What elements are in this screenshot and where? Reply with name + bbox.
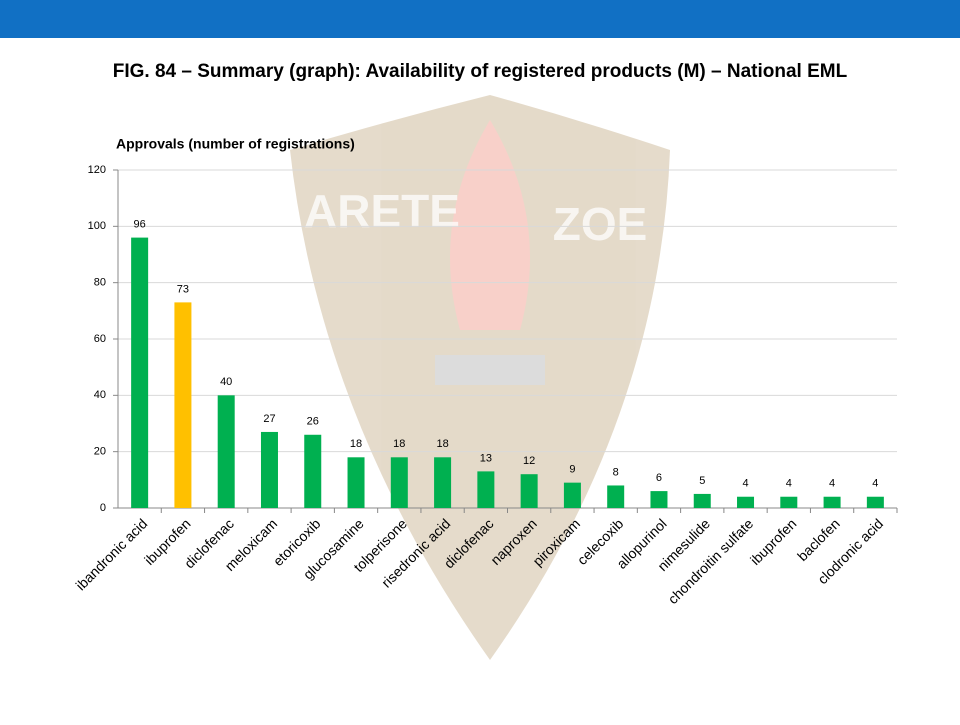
data-label: 73 [177,283,189,295]
y-tick-label: 120 [88,164,106,176]
bar [434,457,452,508]
chart-title: FIG. 84 – Summary (graph): Availability … [113,61,848,82]
data-label: 4 [829,478,835,490]
bar [650,491,668,508]
data-label: 13 [480,452,492,464]
bar [866,496,884,508]
y-tick-label: 20 [94,446,106,458]
data-label: 18 [436,438,448,450]
watermark-text: ARETE [304,185,460,237]
y-tick-label: 60 [94,333,106,345]
watermark-shield [290,95,670,660]
bar [390,457,408,508]
data-label: 96 [134,219,146,231]
bar [520,474,538,508]
x-tick-label: ibandronic acid [72,515,150,593]
bar [477,471,495,508]
bar [217,395,235,508]
y-tick-label: 40 [94,389,106,401]
top-banner [0,0,960,38]
data-label: 40 [220,376,232,388]
data-label: 12 [523,455,535,467]
data-label: 8 [613,466,619,478]
bar [780,496,798,508]
bar [607,485,625,508]
bar [693,493,711,508]
y-tick-label: 100 [88,220,106,232]
data-label: 4 [786,478,792,490]
bar [347,457,365,508]
bar [260,431,278,508]
bar [737,496,755,508]
bar [823,496,841,508]
data-label: 18 [393,438,405,450]
x-tick-label: ibuprofen [747,515,800,568]
y-tick-label: 80 [94,277,106,289]
bar [131,237,149,508]
data-label: 4 [872,478,878,490]
watermark-text: ZOE [553,198,648,250]
bar [563,482,581,508]
bar [174,302,192,508]
y-axis-title: Approvals (number of registrations) [116,136,355,152]
data-label: 4 [742,478,748,490]
data-label: 18 [350,438,362,450]
y-tick-label: 0 [100,502,106,514]
bar [304,434,322,508]
data-label: 5 [699,475,705,487]
data-label: 27 [263,413,275,425]
data-label: 9 [569,464,575,476]
data-label: 26 [307,416,319,428]
data-label: 6 [656,472,662,484]
